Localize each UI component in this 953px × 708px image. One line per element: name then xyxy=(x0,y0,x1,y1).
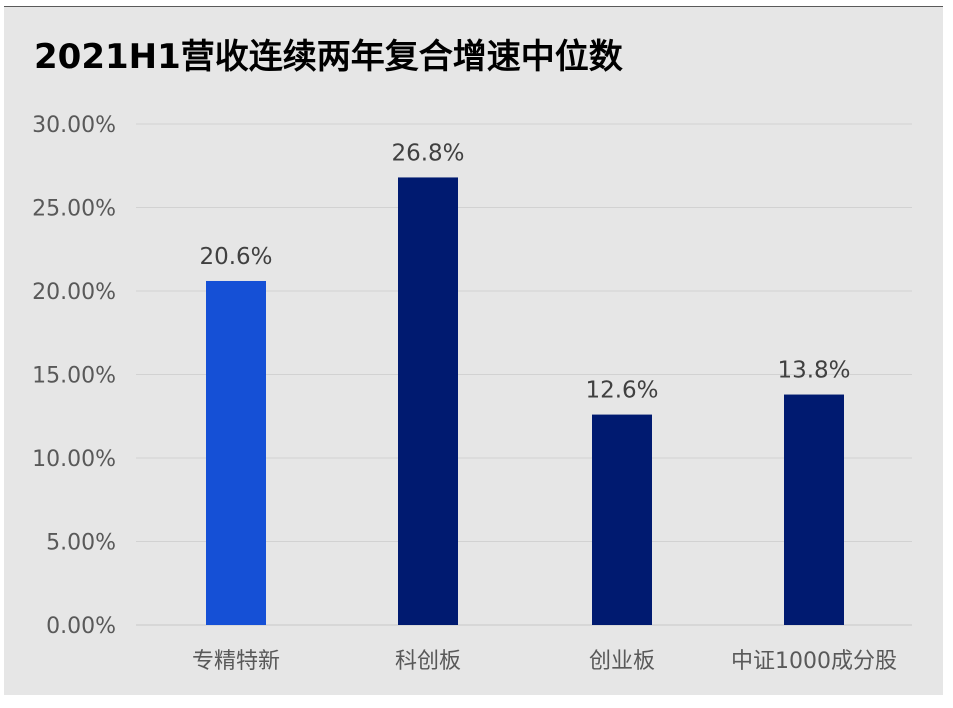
data-label: 12.6% xyxy=(585,378,658,404)
y-tick-label: 10.00% xyxy=(32,447,116,472)
bar xyxy=(592,414,652,625)
x-tick-label: 科创板 xyxy=(395,649,461,674)
y-tick-label: 25.00% xyxy=(32,197,116,222)
x-axis-tick-labels: 专精特新 科创板 创业板 中证1000成分股 xyxy=(192,649,897,674)
x-tick-label: 中证1000成分股 xyxy=(731,649,897,674)
bar xyxy=(784,394,844,625)
bars xyxy=(206,177,844,625)
bar xyxy=(398,177,458,625)
chart-title: 2021H1营收连续两年复合增速中位数 xyxy=(34,37,623,77)
chart-panel: 2021H1营收连续两年复合增速中位数 0.00% 5.00% 10.00% 15.0… xyxy=(4,6,943,695)
y-tick-label: 20.00% xyxy=(32,280,116,305)
y-tick-label: 15.00% xyxy=(32,364,116,389)
data-label: 13.8% xyxy=(777,358,850,384)
x-tick-label: 创业板 xyxy=(589,649,655,674)
y-tick-label: 0.00% xyxy=(46,614,116,639)
data-label: 20.6% xyxy=(199,244,272,270)
data-labels: 20.6% 26.8% 12.6% 13.8% xyxy=(199,140,850,403)
y-tick-label: 5.00% xyxy=(46,531,116,556)
x-tick-label: 专精特新 xyxy=(192,649,280,674)
y-tick-label: 30.00% xyxy=(32,113,116,138)
y-axis-tick-labels: 0.00% 5.00% 10.00% 15.00% 20.00% 25.00% 30.00% xyxy=(32,113,116,639)
data-label: 26.8% xyxy=(391,140,464,166)
bar xyxy=(206,280,266,625)
bar-chart: 0.00% 5.00% 10.00% 15.00% 20.00% 25.00% 30.00%… xyxy=(32,113,912,674)
